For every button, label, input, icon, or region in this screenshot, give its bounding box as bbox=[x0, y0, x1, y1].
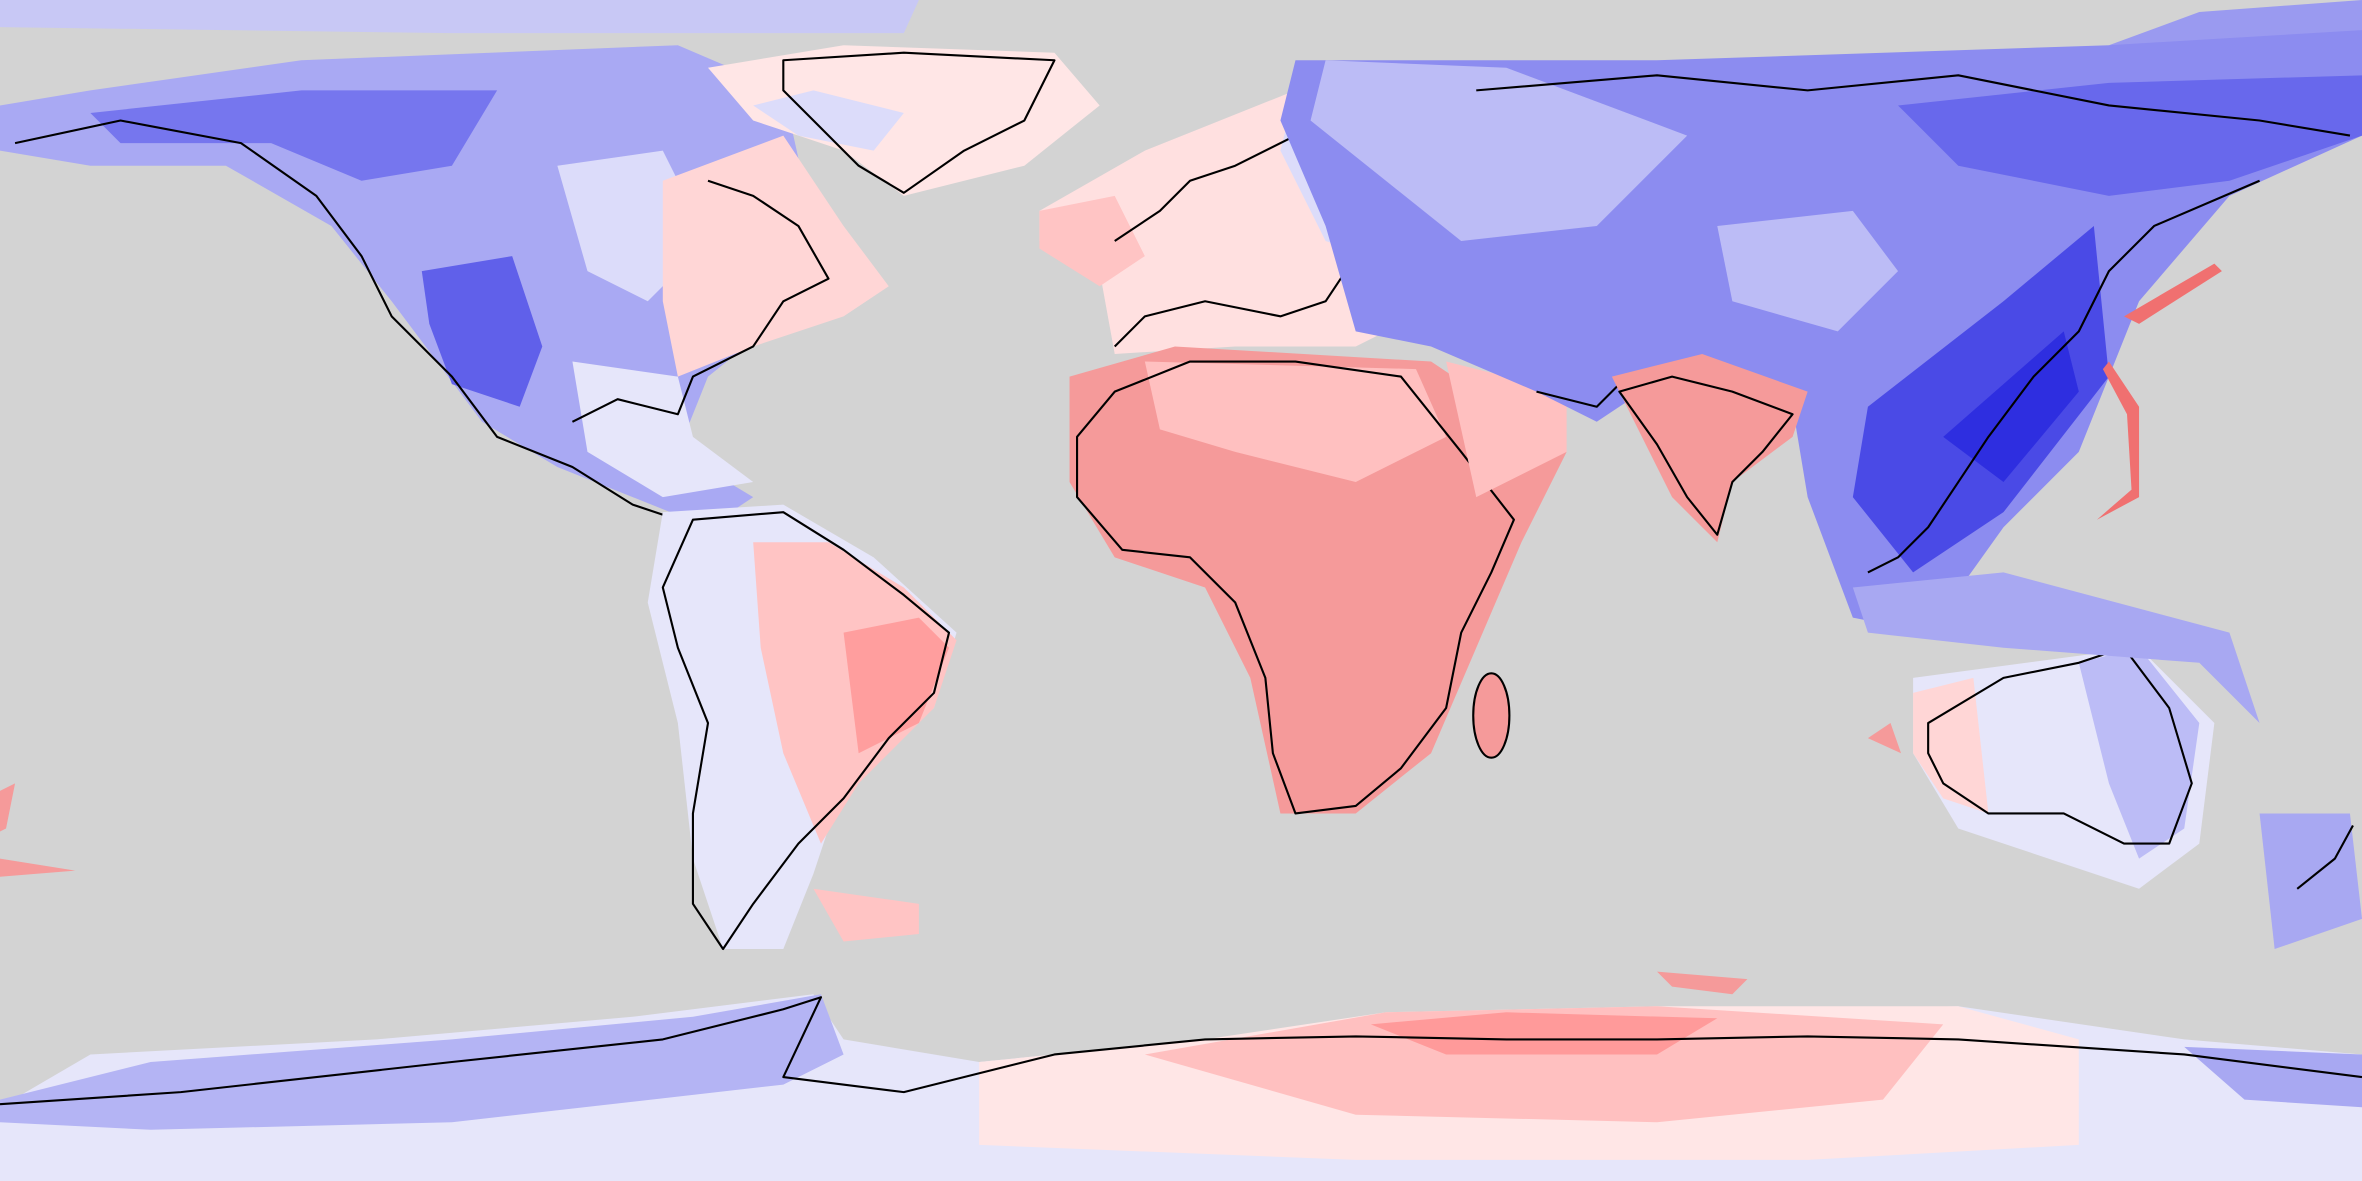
warm-region bbox=[1039, 195, 1145, 287]
maritime-region bbox=[1852, 572, 2260, 724]
mild-region bbox=[1310, 60, 1688, 242]
greenland bbox=[707, 45, 1100, 196]
warm-region bbox=[1867, 723, 1902, 754]
mild-region bbox=[1717, 210, 1899, 332]
mild-region bbox=[753, 90, 904, 151]
coastline bbox=[14, 119, 830, 521]
arabia bbox=[1446, 361, 1567, 498]
coastline bbox=[2296, 824, 2354, 890]
warm-region bbox=[843, 617, 950, 754]
warm-region bbox=[0, 858, 76, 877]
antarctica-warm bbox=[1144, 1006, 1944, 1123]
coastline bbox=[1927, 646, 2193, 845]
coastline bbox=[0, 996, 2362, 1106]
mild-region bbox=[2078, 647, 2200, 859]
africa bbox=[1069, 346, 1567, 814]
antarctica-blue bbox=[2184, 1046, 2362, 1108]
madagascar bbox=[1472, 672, 1511, 759]
coastline bbox=[782, 51, 1056, 194]
arctic-band bbox=[0, 0, 919, 34]
warm-region bbox=[813, 888, 919, 942]
cold-region bbox=[90, 90, 498, 181]
warm-region bbox=[1144, 361, 1447, 483]
antarctica-blue bbox=[0, 994, 844, 1130]
warm-region bbox=[662, 135, 889, 377]
warm-region bbox=[0, 783, 16, 832]
coastline bbox=[661, 511, 951, 951]
cold-region bbox=[421, 256, 543, 407]
coastline bbox=[1618, 375, 1794, 536]
warm-region bbox=[2123, 263, 2222, 324]
antarctica-warm bbox=[1370, 1012, 1718, 1055]
mild-region bbox=[572, 361, 754, 498]
warm-region bbox=[1913, 677, 1989, 814]
warm-region bbox=[1657, 971, 1748, 995]
warm-region bbox=[2096, 361, 2140, 520]
cold-region bbox=[1852, 225, 2109, 573]
new-zealand bbox=[2259, 813, 2362, 950]
cold-region bbox=[1898, 75, 2362, 196]
coastline bbox=[1076, 360, 1515, 815]
